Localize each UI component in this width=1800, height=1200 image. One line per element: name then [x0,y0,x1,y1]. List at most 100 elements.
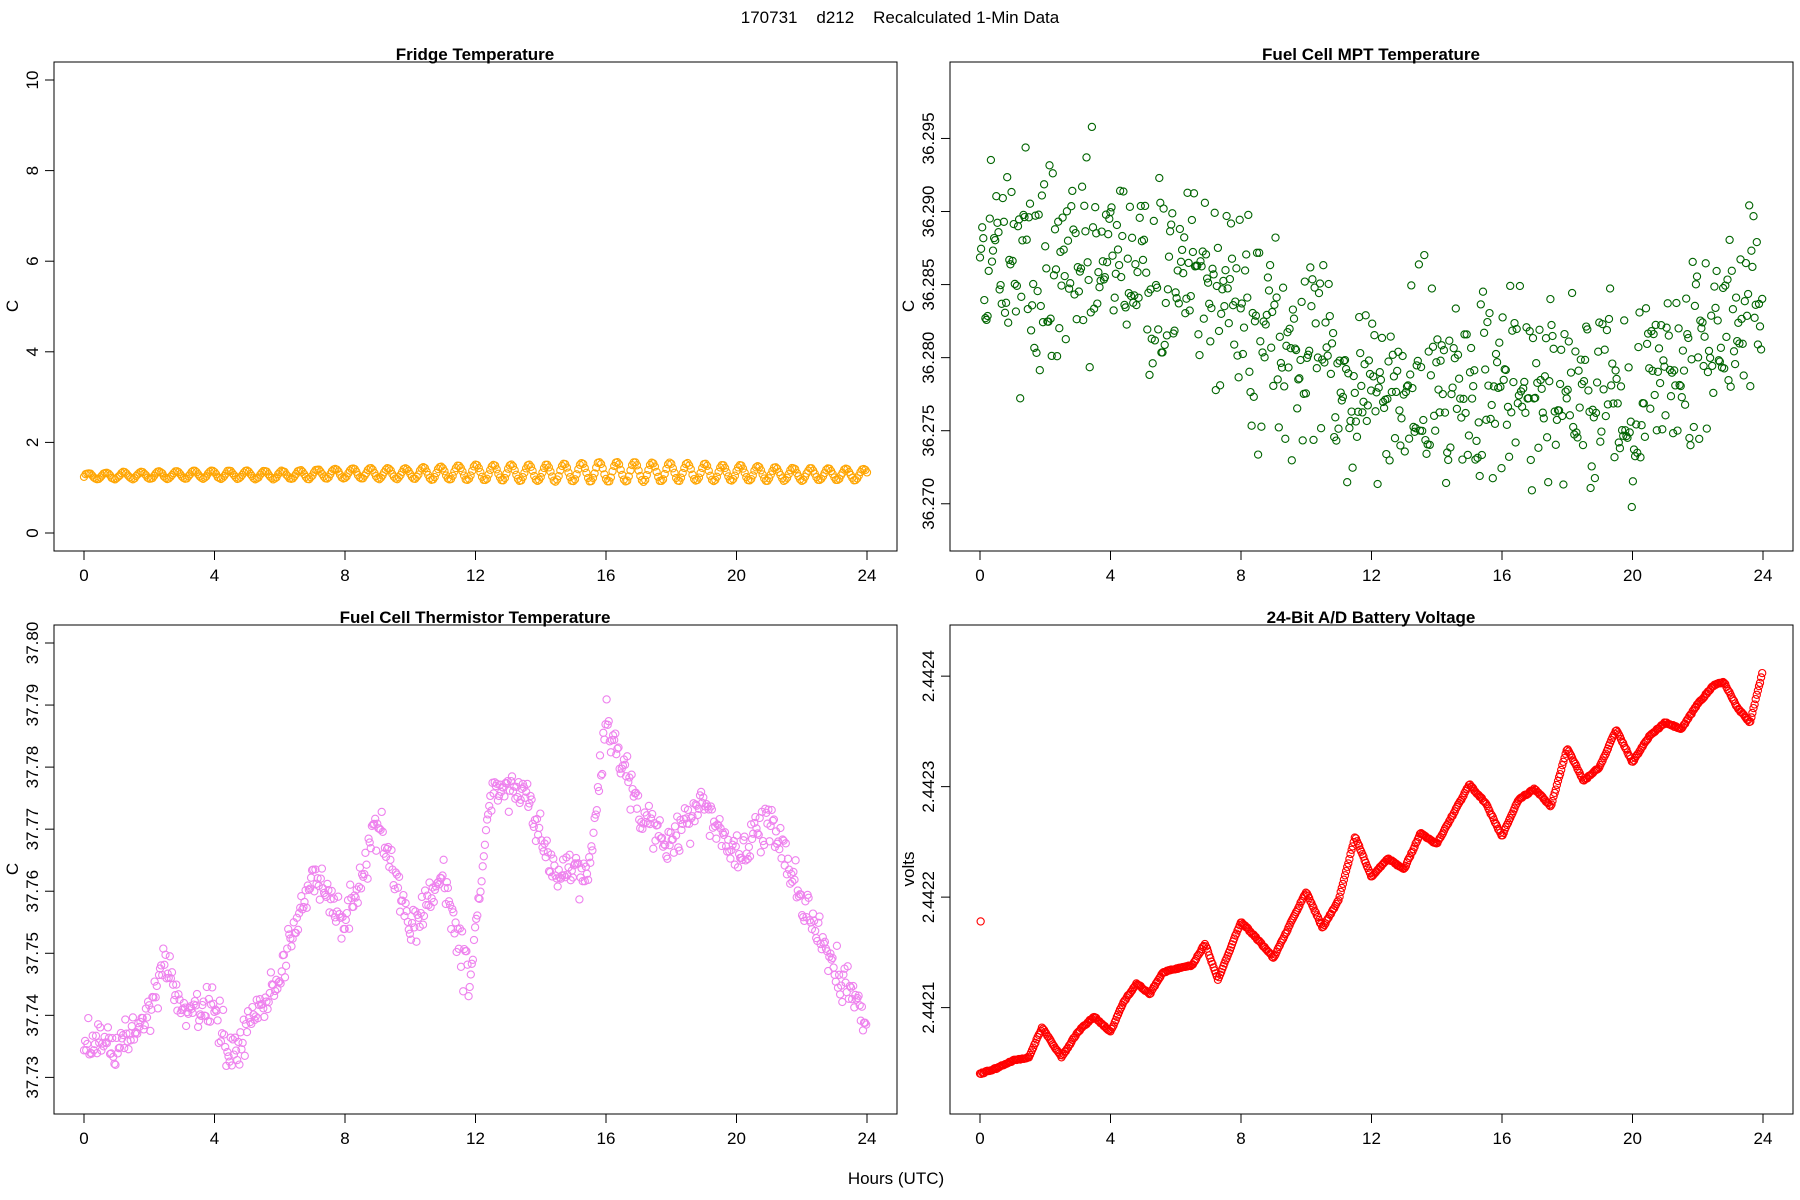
data-point [1623,433,1632,442]
data-point [1333,897,1342,906]
data-point [1475,471,1484,481]
data-point [1013,222,1023,231]
data-point [775,845,784,854]
data-point [1467,394,1477,403]
data-point [1332,436,1341,445]
data-point [1057,281,1066,290]
data-point [570,475,580,484]
data-point [1213,243,1223,253]
data-point [484,470,493,479]
data-point [799,913,808,922]
data-point [337,473,346,482]
data-point [1222,211,1231,221]
x-tick-label: 8 [1236,566,1245,585]
data-point [623,752,632,761]
data-point [170,995,179,1005]
data-point [1247,421,1256,430]
data-point [443,883,453,893]
data-point [620,760,630,769]
data-point [1331,413,1340,422]
data-point [1637,421,1646,430]
data-point [1452,404,1462,414]
data-point [1615,444,1625,453]
data-point [1699,361,1708,371]
data-point [818,933,827,942]
data-point [1747,246,1756,255]
data-point [1258,348,1267,357]
data-point [392,870,402,879]
data-point [1294,375,1303,384]
data-point [1648,366,1657,375]
data-point [1348,463,1357,472]
data-point [1296,898,1305,907]
x-tick-label: 16 [597,566,616,585]
data-point [204,994,214,1004]
data-point [110,1059,119,1068]
data-point [1264,286,1274,295]
data-point [473,911,482,920]
data-point [1338,879,1348,889]
data-point [1327,339,1337,348]
data-point [1175,224,1185,234]
data-point [1729,347,1739,356]
data-point [1322,343,1331,352]
data-point [1747,713,1756,722]
data-point [1571,347,1580,356]
data-point [1653,367,1663,376]
data-point [1700,332,1709,341]
data-point [731,842,740,851]
data-point [161,473,170,483]
data-point [1345,423,1354,433]
data-point [592,806,601,815]
data-point [1673,426,1682,435]
data-point [1306,897,1315,906]
data-point [214,1038,223,1048]
x-tick-label: 8 [340,566,349,585]
data-point [198,1000,207,1010]
panel-title: Fuel Cell Thermistor Temperature [340,608,611,627]
data-point [305,884,315,893]
y-tick-label: 36.285 [919,259,938,311]
data-point [1605,284,1615,293]
data-point [1720,678,1729,688]
data-point [399,890,408,900]
data-point [750,818,759,828]
data-point [1690,301,1700,311]
data-point [1726,382,1735,391]
data-point [1404,853,1414,863]
data-point [704,466,713,475]
data-point [1397,863,1406,872]
data-point [1321,318,1330,327]
data-point [1115,186,1125,195]
data-point [1607,381,1616,390]
data-point [587,842,596,851]
data-point [1083,258,1092,267]
data-point [373,474,382,483]
data-point [1457,413,1466,422]
data-point [1142,268,1151,277]
data-point [1526,455,1535,465]
data-point [722,468,731,477]
data-point [791,465,800,474]
data-point [1390,434,1400,443]
data-point [542,836,551,845]
data-point [1257,422,1266,431]
data-point [1339,356,1349,366]
data-point [733,863,743,872]
data-point [457,927,467,936]
data-point [639,819,648,828]
data-point [1679,366,1689,375]
data-point [1489,382,1499,391]
data-point [1500,365,1509,374]
x-tick-label: 4 [210,566,219,585]
data-point [1649,329,1658,339]
data-point [1503,402,1513,412]
data-point [1343,478,1352,487]
data-point [205,1017,215,1026]
data-point [1703,367,1713,377]
data-point [832,941,842,950]
data-point [1251,311,1261,320]
data-point [1306,263,1315,272]
data-point [1657,321,1666,330]
